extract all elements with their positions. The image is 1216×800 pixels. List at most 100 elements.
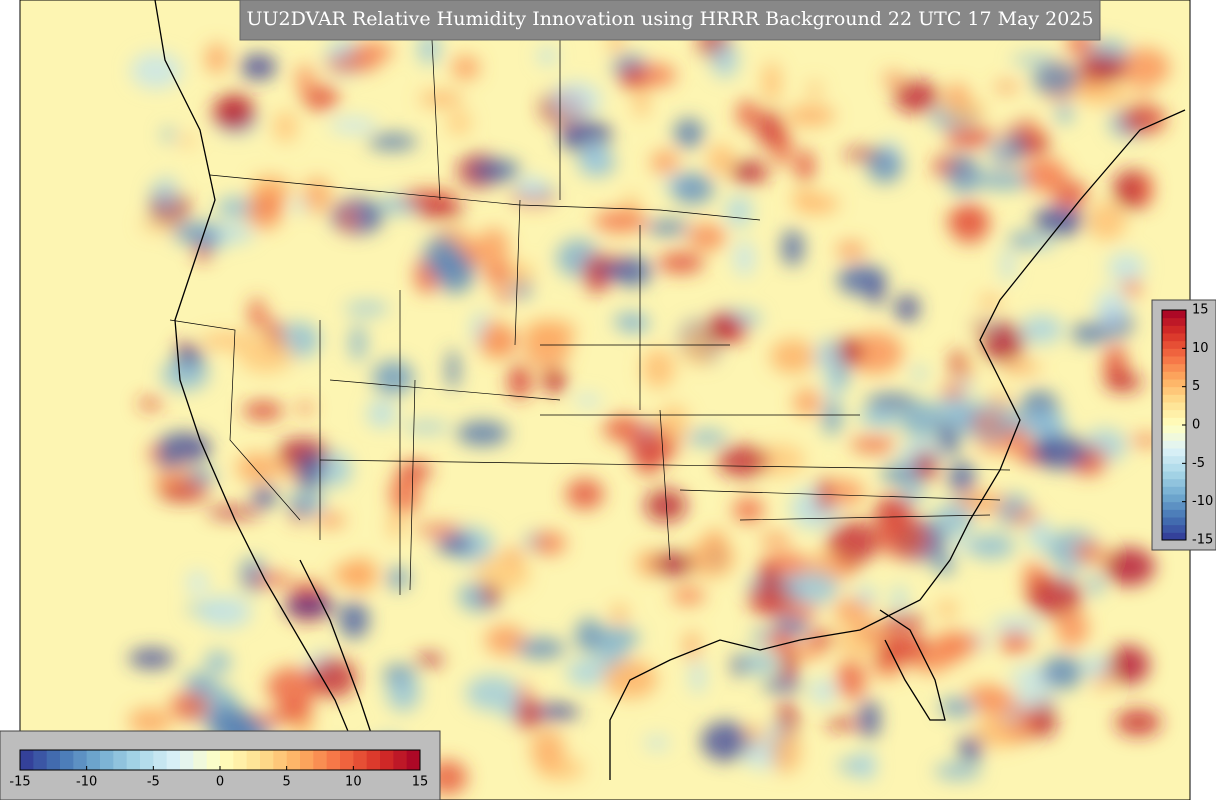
field-blob bbox=[435, 536, 474, 555]
field-blob bbox=[1095, 287, 1129, 330]
field-blob bbox=[338, 601, 370, 639]
field-blob bbox=[236, 452, 279, 483]
field-blob bbox=[314, 513, 346, 528]
field-blob bbox=[1072, 542, 1105, 561]
field-blob bbox=[603, 659, 658, 699]
field-blob bbox=[948, 461, 976, 495]
field-blob bbox=[367, 400, 396, 428]
field-blob bbox=[825, 717, 860, 730]
field-blob bbox=[991, 617, 1042, 634]
colorbar-cell bbox=[1162, 440, 1186, 449]
field-blob bbox=[451, 55, 480, 80]
field-blob bbox=[504, 261, 535, 286]
field-blob bbox=[751, 629, 773, 643]
colorbar-cell bbox=[1162, 317, 1186, 326]
field-blob bbox=[1104, 372, 1143, 392]
field-blob bbox=[240, 54, 277, 80]
field-blob bbox=[975, 715, 1024, 748]
field-blob bbox=[973, 318, 988, 336]
field-blob bbox=[1106, 645, 1150, 685]
field-blob bbox=[770, 731, 801, 774]
colorbar-cell bbox=[1162, 402, 1186, 411]
field-blob bbox=[856, 585, 876, 605]
field-blob bbox=[246, 191, 283, 230]
field-blob bbox=[1000, 360, 1041, 374]
field-blob bbox=[179, 135, 195, 146]
field-blob bbox=[785, 571, 839, 605]
field-blob bbox=[847, 331, 903, 374]
field-blob bbox=[707, 144, 735, 175]
colorbar-cell bbox=[1162, 363, 1186, 372]
field-blob bbox=[1103, 547, 1155, 586]
field-blob bbox=[671, 173, 715, 205]
field-blob bbox=[475, 553, 530, 593]
field-blob bbox=[894, 294, 920, 322]
field-blob bbox=[367, 133, 418, 151]
field-blob bbox=[1009, 128, 1024, 164]
field-blob bbox=[938, 698, 978, 717]
colorbar-cell bbox=[1162, 379, 1186, 388]
colorbar-cell bbox=[206, 750, 221, 770]
field-blob bbox=[732, 653, 746, 678]
colorbar-cell bbox=[140, 750, 154, 770]
field-blob bbox=[1023, 236, 1056, 249]
field-blob bbox=[550, 81, 602, 119]
colorbar-tick-label: -5 bbox=[1192, 456, 1205, 471]
field-blob bbox=[619, 65, 646, 90]
field-blob bbox=[787, 645, 826, 659]
colorbar-cell bbox=[1162, 417, 1186, 426]
field-blob bbox=[387, 566, 410, 590]
field-blob bbox=[207, 506, 262, 518]
field-blob bbox=[401, 189, 458, 206]
colorbar-cell bbox=[20, 750, 34, 770]
field-blob bbox=[291, 581, 324, 593]
field-blob bbox=[611, 603, 628, 624]
coastlines bbox=[154, 0, 1186, 800]
field-blob bbox=[1056, 103, 1073, 124]
field-blob bbox=[386, 673, 421, 712]
field-blob bbox=[252, 484, 277, 508]
field-blob bbox=[836, 659, 866, 700]
field-blob bbox=[389, 511, 403, 540]
colorbar-cell bbox=[1162, 394, 1186, 403]
field-blob bbox=[273, 110, 298, 143]
field-blob bbox=[415, 653, 444, 667]
title-box bbox=[239, 0, 1101, 41]
colorbar-cell bbox=[1162, 524, 1186, 533]
field-blob bbox=[161, 359, 209, 391]
field-blob bbox=[485, 625, 526, 656]
colorbar-cell bbox=[33, 750, 48, 770]
field-blob bbox=[565, 478, 604, 510]
field-blob bbox=[711, 41, 739, 78]
colorbar-cell bbox=[220, 750, 234, 770]
field-blob bbox=[213, 93, 255, 130]
field-blob bbox=[1033, 205, 1085, 236]
colorbar-tick-label: 15 bbox=[412, 775, 429, 790]
colorbar-cell bbox=[1162, 348, 1186, 357]
field-blob bbox=[807, 81, 822, 98]
field-blob bbox=[869, 276, 884, 308]
field-blob bbox=[247, 573, 293, 586]
field-blob bbox=[350, 41, 394, 62]
field-blob bbox=[816, 477, 831, 515]
field-blob bbox=[815, 339, 841, 374]
field-blob bbox=[892, 584, 907, 614]
colorbar-cell bbox=[113, 750, 128, 770]
colorbar-cell bbox=[366, 750, 381, 770]
field-blob bbox=[1087, 202, 1127, 241]
field-blob bbox=[822, 399, 842, 436]
field-blob bbox=[537, 47, 558, 65]
field-blob bbox=[866, 148, 903, 184]
field-blob bbox=[515, 698, 541, 730]
field-blob bbox=[999, 630, 1032, 654]
colorbar-cell bbox=[1162, 517, 1186, 526]
map-title: UU2DVAR Relative Humidity Innovation usi… bbox=[246, 8, 1093, 30]
colorbar-cell bbox=[1162, 486, 1186, 495]
field-blob bbox=[1070, 322, 1109, 345]
field-blob bbox=[958, 735, 983, 762]
field-blob bbox=[597, 260, 629, 278]
field-blob bbox=[423, 235, 461, 277]
field-blob bbox=[1053, 180, 1089, 209]
field-blob bbox=[933, 553, 955, 575]
field-blob bbox=[295, 452, 325, 491]
